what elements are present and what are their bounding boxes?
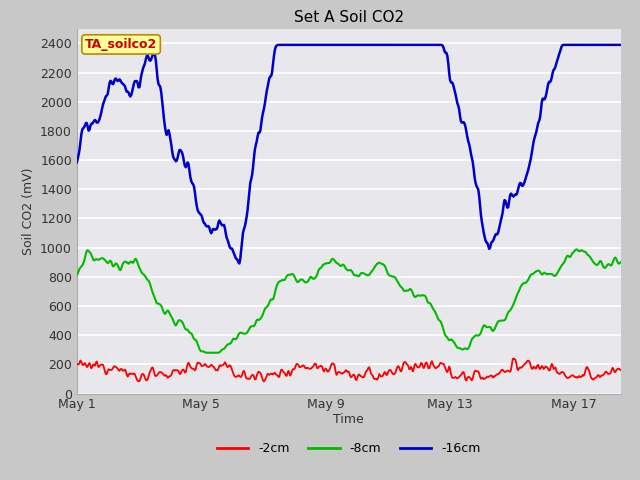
Title: Set A Soil CO2: Set A Soil CO2 <box>294 10 404 25</box>
Text: TA_soilco2: TA_soilco2 <box>85 38 157 51</box>
Y-axis label: Soil CO2 (mV): Soil CO2 (mV) <box>22 168 35 255</box>
Legend: -2cm, -8cm, -16cm: -2cm, -8cm, -16cm <box>212 437 486 460</box>
X-axis label: Time: Time <box>333 413 364 426</box>
